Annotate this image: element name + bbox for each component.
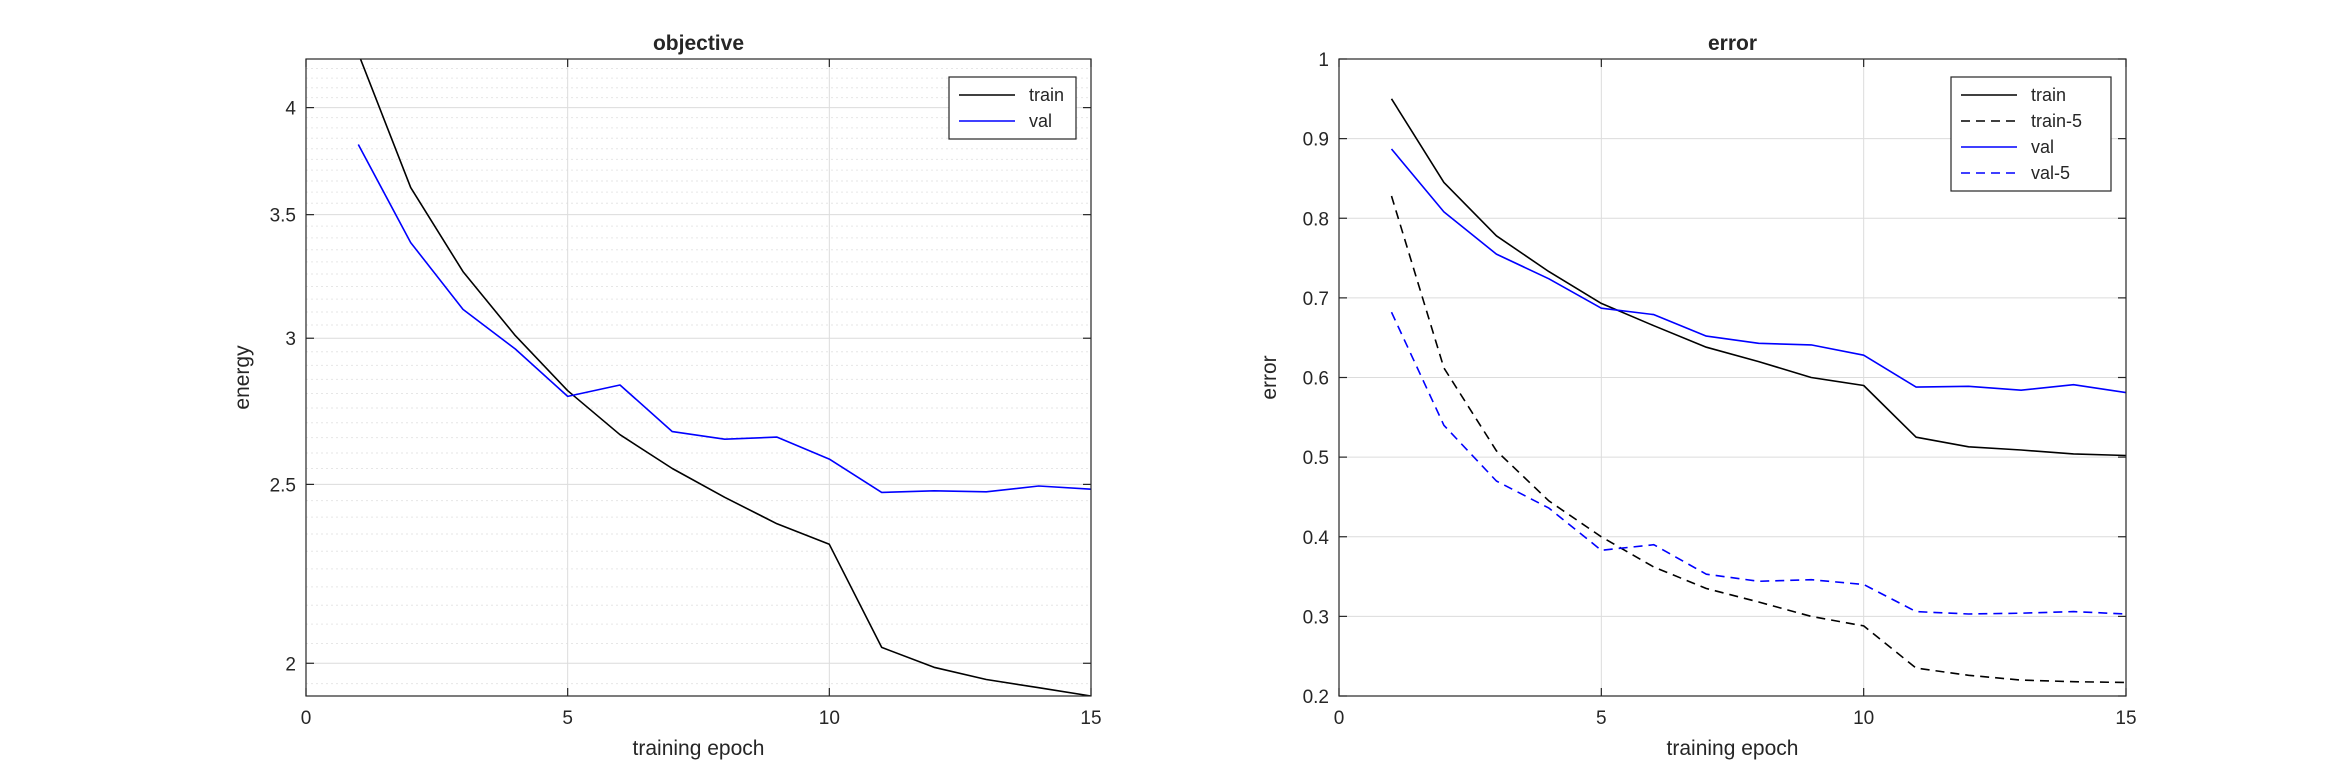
objective-series bbox=[357, 59, 1091, 696]
error-series bbox=[1390, 98, 2126, 684]
y-tick-label: 0.3 bbox=[1303, 607, 1329, 628]
y-tick-label: 0.2 bbox=[1303, 687, 1329, 708]
x-tick-label: 15 bbox=[2115, 708, 2136, 729]
series-line-train bbox=[359, 59, 1091, 696]
y-tick-label: 3 bbox=[285, 329, 296, 350]
legend-box bbox=[948, 76, 1077, 140]
y-tick-label: 1 bbox=[1318, 50, 1329, 71]
y-tick-label: 0.4 bbox=[1303, 528, 1330, 549]
x-tick-label: 10 bbox=[1853, 708, 1874, 729]
y-tick-label: 0.8 bbox=[1303, 209, 1329, 230]
x-tick-label: 10 bbox=[819, 708, 840, 729]
error-ticks: 0 5 10 15 0.2 0.3 0.4 0.5 0.6 0.7 0.8 0.9 1 bbox=[1303, 50, 2137, 729]
error-chart: 0 5 10 15 0.2 0.3 0.4 0.5 0.6 0.7 0.8 0.9 1 error tr… bbox=[1258, 32, 2137, 760]
objective-ticks: 0 5 10 15 2 2.5 3 3.5 4 bbox=[270, 59, 1102, 729]
legend-label-train: train bbox=[2031, 85, 2066, 105]
y-tick-label: 0.6 bbox=[1303, 369, 1329, 390]
error-y-axis-label: error bbox=[1258, 355, 1281, 399]
objective-title: objective bbox=[653, 32, 744, 55]
series-line-train-5 bbox=[1390, 195, 2126, 684]
y-tick-label: 0.5 bbox=[1303, 448, 1329, 469]
objective-x-axis-label: training epoch bbox=[633, 737, 765, 760]
x-tick-label: 5 bbox=[1596, 708, 1607, 729]
error-title: error bbox=[1708, 32, 1757, 55]
y-tick-label: 2.5 bbox=[270, 475, 296, 496]
objective-legend[interactable]: train val bbox=[948, 76, 1077, 140]
x-tick-label: 0 bbox=[1334, 708, 1345, 729]
series-line-val bbox=[357, 144, 1091, 494]
objective-plot-area bbox=[306, 59, 1091, 696]
objective-minor-grid bbox=[306, 58, 1091, 685]
objective-axes-box bbox=[305, 58, 1092, 697]
y-tick-label: 0.9 bbox=[1303, 130, 1329, 151]
y-tick-label: 3.5 bbox=[270, 206, 296, 227]
x-tick-label: 5 bbox=[562, 708, 573, 729]
legend-box bbox=[1950, 76, 2112, 192]
legend-label-val-5: val-5 bbox=[2031, 163, 2070, 183]
x-tick-label: 0 bbox=[301, 708, 312, 729]
y-tick-label: 0.7 bbox=[1303, 289, 1329, 310]
error-legend[interactable]: train train-5 val val-5 bbox=[1950, 76, 2112, 192]
y-tick-label: 4 bbox=[285, 99, 296, 120]
legend-label-val: val bbox=[1029, 111, 1052, 131]
legend-label-val: val bbox=[2031, 137, 2054, 157]
error-x-axis-label: training epoch bbox=[1667, 737, 1799, 760]
x-tick-label: 15 bbox=[1080, 708, 1101, 729]
series-line-train bbox=[1390, 98, 2126, 457]
objective-chart: 0 5 10 15 2 2.5 3 3.5 4 objective training epoch… bbox=[231, 32, 1102, 760]
series-line-val bbox=[1390, 148, 2126, 394]
y-tick-label: 2 bbox=[285, 654, 296, 675]
legend-label-train-5: train-5 bbox=[2031, 111, 2082, 131]
legend-label-train: train bbox=[1029, 85, 1064, 105]
objective-y-axis-label: energy bbox=[231, 345, 254, 410]
